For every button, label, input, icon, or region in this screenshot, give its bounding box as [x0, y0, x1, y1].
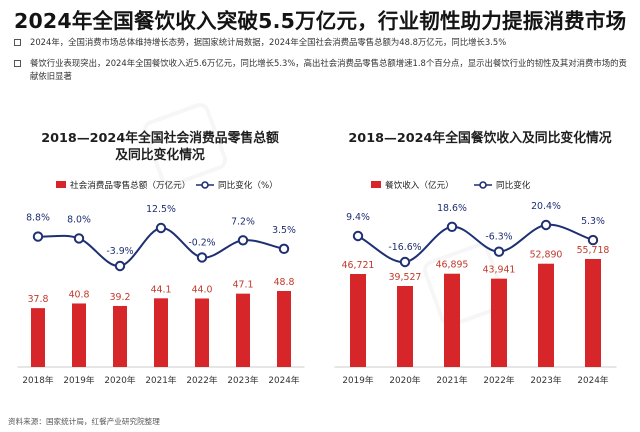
chart-title-right: 2018—2024年全国餐饮收入及同比变化情况 [348, 131, 612, 146]
line-value-label: 5.3% [581, 216, 605, 227]
bullet-square-icon [14, 60, 21, 67]
x-tick-label: 2021年 [436, 374, 467, 386]
x-tick-label: 2018年 [22, 374, 53, 386]
line-point [446, 221, 458, 233]
bullet-text: 2024年，全国消费市场总体维持增长态势，据国家统计局数据，2024年全国社会消… [30, 37, 507, 47]
line-value-label: -0.2% [188, 237, 215, 248]
line-value-label: 7.2% [231, 216, 255, 227]
legend-line-marker [479, 181, 487, 189]
bar-value-label: 46,895 [436, 260, 469, 271]
line-value-label: 8.8% [26, 213, 50, 224]
line-point [73, 233, 85, 244]
legend-bar-swatch [371, 181, 381, 188]
line-point [114, 260, 126, 272]
bar-value-label: 52,890 [530, 250, 563, 261]
x-tick-label: 2023年 [227, 374, 258, 386]
legend-label-bars: 餐饮收入（亿元） [385, 179, 454, 191]
line-point [493, 246, 505, 257]
line-value-label: 9.4% [346, 212, 370, 223]
bar [31, 308, 45, 367]
bar-value-label: 44.0 [192, 284, 213, 295]
bar-value-label: 40.8 [69, 289, 90, 300]
bar-value-label: 55,718 [577, 245, 610, 256]
line-point [237, 235, 249, 246]
bar [585, 259, 601, 367]
legend-line-marker [201, 181, 209, 189]
line-value-label: -16.6% [388, 242, 421, 253]
source-footer: 资料来源：国家统计局，红餐产业研究院整理 [8, 417, 160, 426]
line-value-label: 12.5% [146, 204, 176, 215]
x-tick-label: 2021年 [145, 374, 176, 386]
legend-bar-swatch [56, 181, 66, 188]
bar-value-label: 37.8 [28, 294, 49, 305]
line-value-label: -3.9% [106, 246, 133, 257]
line-point [352, 230, 364, 242]
bar-value-label: 46,721 [342, 260, 375, 271]
chart-title-left: 2018—2024年全国社会消费品零售总额及同比变化情况 [41, 131, 279, 163]
x-tick-label: 2023年 [530, 374, 561, 386]
bar-value-label: 44.1 [151, 284, 172, 295]
line-point [540, 219, 552, 231]
x-tick-label: 2020年 [389, 374, 420, 386]
x-tick-label: 2024年 [268, 374, 299, 386]
line-value-label: 20.4% [531, 201, 561, 212]
bar [350, 274, 366, 367]
bar [113, 305, 127, 367]
line-point [278, 243, 290, 255]
legend-label-bars: 社会消费品零售总额（万亿元） [70, 179, 190, 191]
bar [491, 278, 507, 367]
bar-value-label: 39.2 [110, 292, 131, 303]
bar [277, 291, 291, 367]
bullet-text: 餐饮行业表现突出，2024年全国餐饮收入近5.6万亿元，同比增长5.3%，高出社… [30, 58, 627, 81]
line-point [196, 252, 208, 263]
bar [195, 298, 209, 367]
legend-label-line: 同比变化 [496, 179, 531, 191]
page-title: 2024年全国餐饮收入突破5.5万亿元，行业韧性助力提振消费市场 [14, 9, 627, 33]
bar-value-label: 48.8 [274, 277, 295, 288]
line-point [399, 256, 411, 268]
x-tick-label: 2019年 [342, 374, 373, 386]
bar-value-label: 43,941 [483, 265, 516, 276]
bar [444, 273, 460, 367]
line-point [32, 231, 44, 242]
line-point [587, 234, 599, 246]
bar [154, 298, 168, 367]
line-value-label: -6.3% [485, 232, 512, 243]
bar [72, 303, 86, 367]
x-tick-label: 2019年 [63, 374, 94, 386]
x-tick-label: 2022年 [483, 374, 514, 386]
line-point [155, 222, 167, 234]
bullet-square-icon [14, 39, 21, 46]
bar [236, 293, 250, 367]
x-tick-label: 2022年 [186, 374, 217, 386]
bar-value-label: 39,527 [389, 272, 422, 283]
x-tick-label: 2024年 [577, 374, 608, 386]
line-value-label: 8.0% [67, 214, 91, 225]
bar [538, 263, 554, 367]
bar-value-label: 47.1 [233, 280, 254, 291]
x-tick-label: 2020年 [104, 374, 135, 386]
line-value-label: 3.5% [272, 225, 296, 236]
legend-label-line: 同比变化（%） [218, 179, 278, 191]
line-value-label: 18.6% [437, 203, 467, 214]
bar [397, 286, 413, 367]
